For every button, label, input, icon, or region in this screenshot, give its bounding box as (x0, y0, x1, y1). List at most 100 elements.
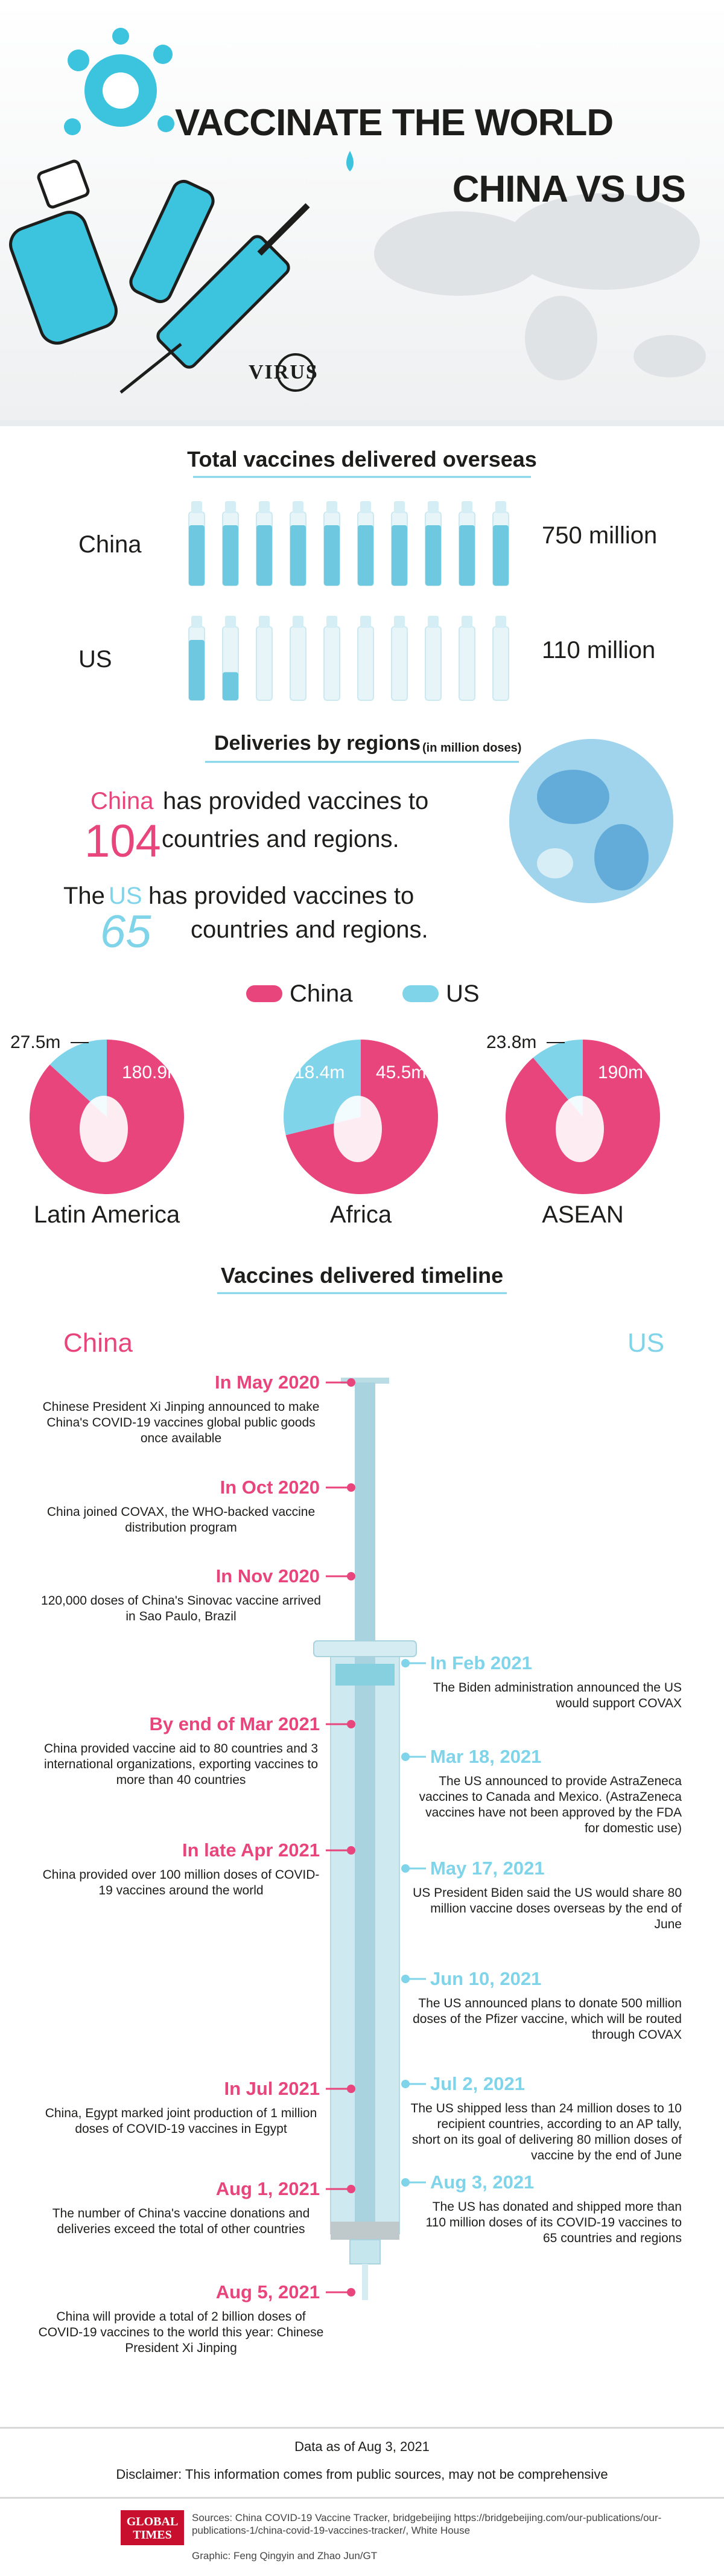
vial-cap (428, 616, 439, 628)
vial-fill (358, 525, 373, 586)
pie-slice (49, 1040, 107, 1117)
pie-label: 23.8m (486, 1032, 537, 1052)
legend-swatch (246, 985, 282, 1002)
syringe (313, 1378, 417, 2300)
vial-fill (189, 640, 205, 700)
event-text: US President Biden said the US would sha… (413, 1886, 682, 1931)
event-text: The US announced to provide AstraZeneca … (419, 1774, 682, 1835)
event-text: China will provide a total of 2 billion … (38, 2310, 324, 2355)
sources: Sources: China COVID-19 Vaccine Tracker,… (192, 2512, 662, 2536)
footer-rule (0, 2497, 724, 2499)
section-title: Deliveries by regions (214, 732, 421, 755)
event-text: The US has donated and shipped more than… (425, 2200, 682, 2245)
connector-dot (347, 1378, 355, 1387)
vial (290, 626, 306, 701)
vial (492, 626, 509, 701)
event-date: In May 2020 (214, 1372, 320, 1393)
vial-cap (394, 501, 405, 513)
separator (0, 420, 724, 426)
section-title: Total vaccines delivered overseas (187, 447, 537, 471)
vials-illustration (9, 159, 310, 394)
virus-icon (64, 28, 174, 135)
vial-fill (324, 525, 340, 586)
event-text: The US announced plans to donate 500 mil… (413, 1996, 682, 2042)
unit-note: (in million doses) (422, 741, 522, 755)
disclaimer: Disclaimer: This information comes from … (116, 2467, 608, 2482)
logo-ring (276, 353, 315, 392)
connector-dot (347, 1720, 355, 1728)
vial (459, 626, 475, 701)
vial-cap (259, 501, 270, 513)
event-text: 120,000 doses of China's Sinovac vaccine… (41, 1594, 321, 1623)
vial-cap (394, 616, 405, 628)
logo-text: VIRUS (249, 361, 319, 383)
event-date: In late Apr 2021 (182, 1839, 320, 1861)
vial-cap (225, 616, 236, 628)
event-text: Chinese President Xi Jinping announced t… (42, 1400, 320, 1445)
column-label: US (627, 1328, 665, 1358)
region-silhouette (334, 1096, 382, 1162)
connector-dot (347, 1572, 355, 1580)
vial (425, 626, 442, 701)
country-name: US (109, 883, 142, 909)
vial (357, 626, 374, 701)
vial-fill (256, 525, 272, 586)
event-date: In Oct 2020 (220, 1477, 320, 1498)
connector-dot (347, 1846, 355, 1855)
region-text: The (63, 883, 105, 909)
pie-label: 190m (598, 1063, 644, 1082)
region-text: has provided vaccines to (148, 883, 414, 909)
vial (323, 626, 340, 701)
event-text: China joined COVAX, the WHO-backed vacci… (46, 1505, 316, 1535)
vial-fill (223, 525, 238, 586)
event-date: Aug 3, 2021 (430, 2172, 535, 2193)
region-text: countries and regions. (162, 826, 399, 852)
subtitle: CHINA VS US (452, 168, 686, 210)
event-text: China, Egypt marked joint production of … (45, 2106, 317, 2136)
event-date: In Nov 2020 (215, 1565, 320, 1587)
vial-cap (360, 616, 371, 628)
vial-cap (462, 501, 472, 513)
pie-title: Africa (329, 1201, 392, 1228)
connector-dot (347, 1483, 355, 1492)
vial-fill (223, 672, 238, 700)
vial (391, 626, 408, 701)
vial-fill (459, 525, 475, 586)
drop-icon (346, 151, 354, 171)
vial-cap (225, 501, 236, 513)
legend-label: China (290, 980, 353, 1007)
event-date: Mar 18, 2021 (430, 1746, 542, 1767)
event-text: China provided vaccine aid to 80 countri… (43, 1742, 319, 1787)
vial-fill (392, 525, 407, 586)
vial-cap (191, 501, 202, 513)
event-date: Jul 2, 2021 (430, 2073, 525, 2094)
vial-cap (462, 616, 472, 628)
logo-box (121, 2510, 184, 2545)
vial-cap (191, 616, 202, 628)
region-count: 104 (84, 816, 161, 867)
pie-label: 18.4m (294, 1063, 345, 1082)
vial-cap (428, 501, 439, 513)
vial (256, 626, 273, 701)
region-text: countries and regions. (191, 916, 428, 943)
event-text: The number of China's vaccine donations … (52, 2207, 310, 2236)
pie-title: Latin America (33, 1201, 180, 1228)
pie-title: ASEAN (542, 1201, 624, 1228)
logo: GLOBAL TIMES (126, 2515, 179, 2542)
globe (509, 739, 673, 903)
value-label: 750 million (542, 522, 658, 549)
row-label: China (78, 531, 142, 558)
connector-dot (347, 2085, 355, 2093)
world-map (374, 193, 706, 380)
connector-dot (347, 2185, 355, 2193)
vial-cap (360, 501, 371, 513)
event-date: By end of Mar 2021 (149, 1713, 320, 1734)
title: VACCINATE THE WORLD (175, 102, 614, 144)
pie-slice (533, 1040, 583, 1117)
vial-fill (189, 525, 205, 586)
vial-cap (495, 501, 506, 513)
vial-cap (293, 501, 303, 513)
footer-rule (0, 2427, 724, 2429)
country-name: China (91, 788, 154, 814)
legend-label: US (446, 980, 480, 1007)
